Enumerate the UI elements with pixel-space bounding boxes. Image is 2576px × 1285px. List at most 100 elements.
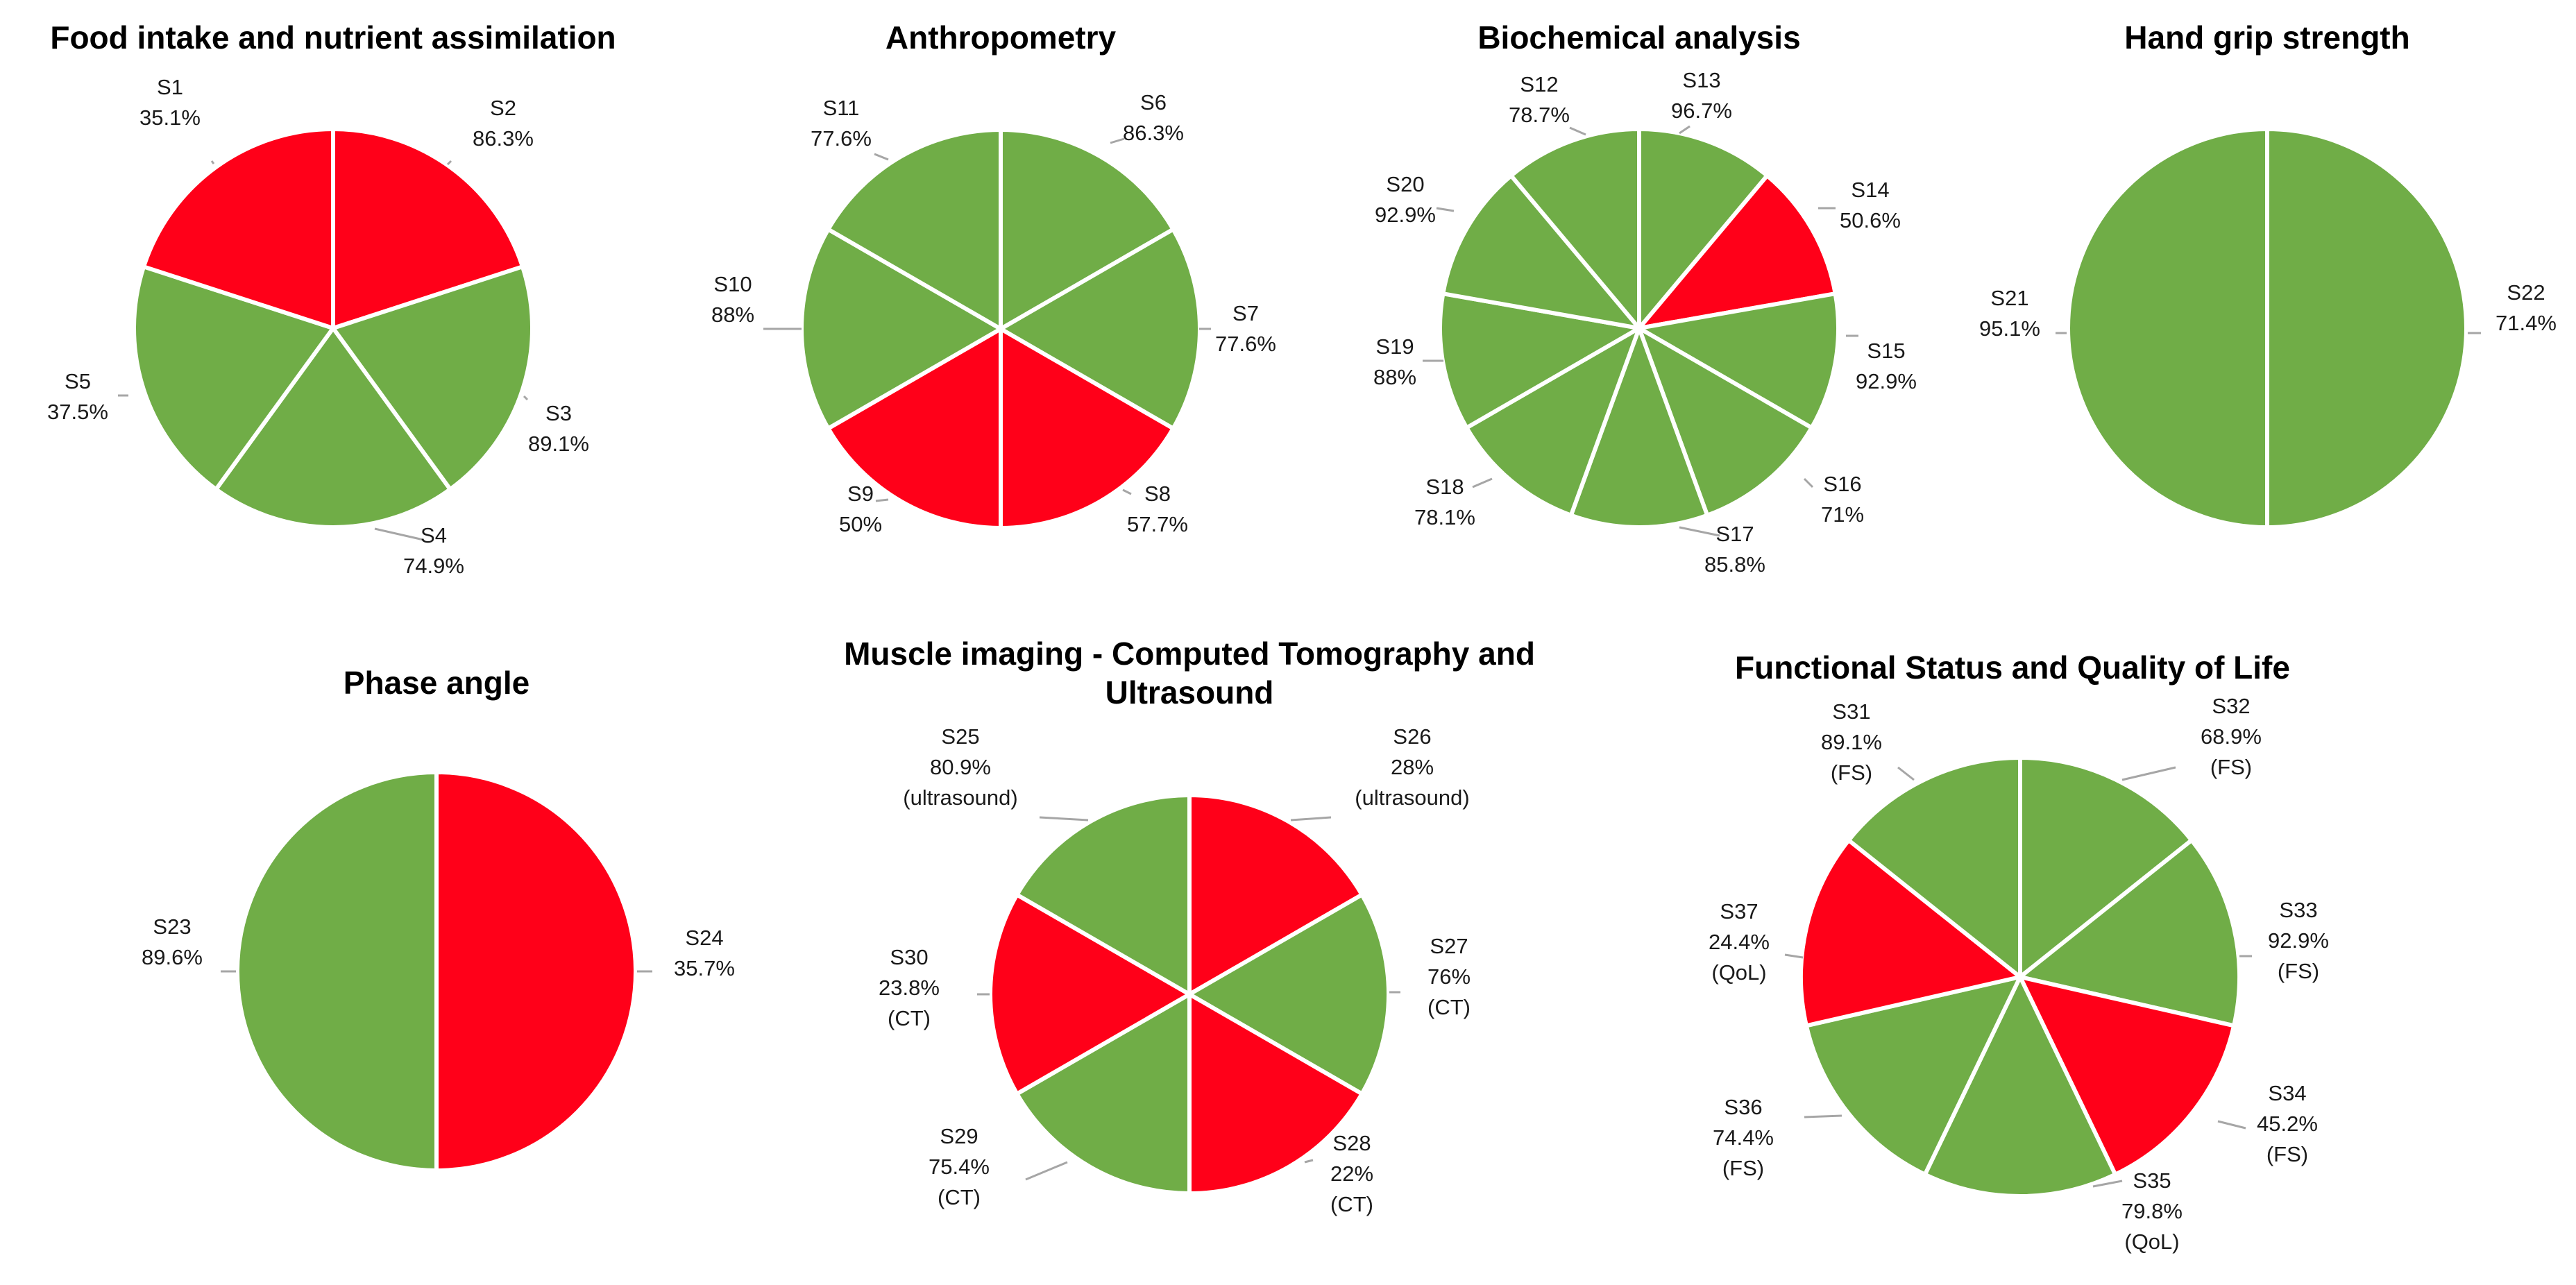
leader-line-s18 bbox=[1472, 477, 1493, 488]
pie-slice-s36 bbox=[1804, 975, 2022, 1177]
leader-line-s26 bbox=[1290, 816, 1332, 822]
chart-title: Ultrasound bbox=[1105, 674, 1274, 710]
data-label-s12: S12 bbox=[1520, 72, 1558, 96]
data-label-s24: 35.7% bbox=[674, 956, 735, 980]
data-label-s4: S4 bbox=[421, 523, 447, 547]
data-label-s11: S11 bbox=[823, 96, 860, 120]
data-label-s15: S15 bbox=[1867, 339, 1905, 363]
pie-chart-biochem: Biochemical analysis S13 96.7% S14 50.6% S15 9… bbox=[1373, 19, 1917, 577]
leader-line-s37 bbox=[1784, 953, 1804, 959]
leader-line-s1 bbox=[210, 160, 215, 164]
pie-slice-s8 bbox=[999, 327, 1176, 530]
data-label-s16: 71% bbox=[1821, 502, 1864, 527]
leader-line-s29 bbox=[1025, 1161, 1068, 1181]
pie-slice-s30 bbox=[988, 892, 1192, 1096]
data-label-s2: 86.3% bbox=[473, 126, 534, 151]
pie-slice-s3 bbox=[214, 326, 452, 529]
data-label-s29: 75.4% bbox=[929, 1155, 990, 1179]
data-label-s11: 77.6% bbox=[811, 126, 872, 151]
pie-slice-s35 bbox=[1922, 975, 2118, 1199]
data-label-s13: S13 bbox=[1682, 68, 1720, 92]
data-label-s20: 92.9% bbox=[1375, 203, 1436, 227]
data-label-s30: 23.8% bbox=[879, 976, 940, 1000]
chart-title: Anthropometry bbox=[886, 19, 1117, 56]
pie-slice-s5 bbox=[142, 127, 335, 330]
data-label-s34: 45.2% bbox=[2257, 1112, 2318, 1136]
data-label-s37: (QoL) bbox=[1711, 960, 1766, 985]
pie-slice-s32 bbox=[2018, 756, 2194, 979]
data-label-s30: S30 bbox=[890, 945, 928, 969]
data-label-s17: S17 bbox=[1715, 522, 1754, 546]
leader-line-s35 bbox=[2092, 1180, 2123, 1188]
data-label-s18: 78.1% bbox=[1414, 505, 1475, 529]
data-label-s22: S22 bbox=[2507, 280, 2545, 305]
data-label-s9: 50% bbox=[839, 512, 882, 536]
pie-slice-s17 bbox=[1568, 326, 1710, 529]
pie-slice-s34 bbox=[2018, 975, 2237, 1177]
data-label-s27: (CT) bbox=[1427, 995, 1471, 1019]
data-label-s12: 78.7% bbox=[1509, 103, 1570, 127]
data-label-s25: 80.9% bbox=[930, 755, 991, 779]
leader-line-s28 bbox=[1304, 1159, 1314, 1164]
data-label-s20: S20 bbox=[1386, 172, 1424, 196]
data-label-s31: S31 bbox=[1832, 699, 1870, 724]
pie-slice-s12 bbox=[1509, 127, 1641, 330]
data-label-s34: S34 bbox=[2268, 1081, 2306, 1105]
data-label-s17: 85.8% bbox=[1704, 552, 1765, 577]
data-label-s1: 35.1% bbox=[139, 105, 201, 130]
data-label-s14: S14 bbox=[1851, 178, 1889, 202]
data-label-s10: S10 bbox=[713, 272, 752, 296]
pie-slice-s13 bbox=[1637, 127, 1770, 330]
data-label-s29: S29 bbox=[940, 1124, 978, 1148]
pie-chart-grip: Hand grip strength S22 71.4% S21 95.1% bbox=[1979, 19, 2557, 529]
data-label-s35: 79.8% bbox=[2121, 1199, 2183, 1223]
data-label-s21: S21 bbox=[1990, 286, 2028, 310]
data-label-s9: S9 bbox=[847, 482, 874, 506]
data-label-s1: S1 bbox=[157, 75, 183, 99]
leader-line-s17 bbox=[1679, 526, 1720, 537]
pie-slice-s37 bbox=[1798, 837, 2022, 1028]
pie-slice-s1 bbox=[331, 127, 525, 330]
data-label-s36: 74.4% bbox=[1713, 1125, 1774, 1150]
leader-line-s4 bbox=[374, 527, 424, 541]
leader-line-s31 bbox=[1897, 766, 1915, 781]
data-label-s34: (FS) bbox=[2266, 1142, 2308, 1166]
data-label-s15: 92.9% bbox=[1856, 369, 1917, 393]
chart-title: Functional Status and Quality of Life bbox=[1735, 649, 2290, 686]
data-label-s23: 89.6% bbox=[142, 945, 203, 969]
data-label-s28: (CT) bbox=[1330, 1192, 1373, 1216]
data-label-s4: 74.9% bbox=[403, 554, 464, 578]
data-label-s31: 89.1% bbox=[1821, 730, 1882, 754]
chart-title: Hand grip strength bbox=[2124, 19, 2409, 56]
leader-line-s3 bbox=[523, 395, 529, 401]
pie-chart-anthro: Anthropometry S6 86.3% S7 77.6% S8 57.7% S9 50% S… bbox=[711, 19, 1276, 536]
pie-slice-s18 bbox=[1464, 326, 1641, 518]
data-label-s23: S23 bbox=[153, 914, 191, 939]
data-label-s6: S6 bbox=[1140, 90, 1167, 114]
data-label-s13: 96.7% bbox=[1671, 99, 1732, 123]
pie-slice-s33 bbox=[2018, 837, 2242, 1028]
pie-slice-s31 bbox=[1846, 756, 2022, 979]
data-label-s33: 92.9% bbox=[2268, 928, 2329, 953]
pie-slice-s28 bbox=[1187, 992, 1364, 1195]
pie-slice-s22 bbox=[2265, 127, 2468, 529]
chart-title: Muscle imaging - Computed Tomography and bbox=[844, 636, 1535, 672]
data-label-s26: S26 bbox=[1393, 724, 1431, 749]
leader-line-s25 bbox=[1039, 816, 1089, 822]
data-label-s33: S33 bbox=[2279, 898, 2317, 922]
pie-slice-s26 bbox=[1187, 793, 1364, 996]
data-label-s8: S8 bbox=[1144, 482, 1171, 506]
pie-slice-s24 bbox=[434, 770, 638, 1173]
data-label-s28: S28 bbox=[1332, 1131, 1371, 1155]
data-label-s22: 71.4% bbox=[2496, 311, 2557, 335]
leader-line-s12 bbox=[1569, 126, 1586, 136]
pie-chart-functional: Functional Status and Quality of Life S32… bbox=[1709, 649, 2329, 1254]
data-label-s37: 24.4% bbox=[1709, 930, 1770, 954]
data-label-s5: S5 bbox=[65, 369, 91, 393]
chart-title: Food intake and nutrient assimilation bbox=[50, 19, 616, 56]
data-label-s32: S32 bbox=[2212, 694, 2250, 718]
leader-line-s6 bbox=[1110, 137, 1125, 144]
pie-slice-s11 bbox=[826, 128, 1003, 331]
data-label-s30: (CT) bbox=[888, 1006, 931, 1030]
data-label-s26: (ultrasound) bbox=[1355, 785, 1469, 810]
